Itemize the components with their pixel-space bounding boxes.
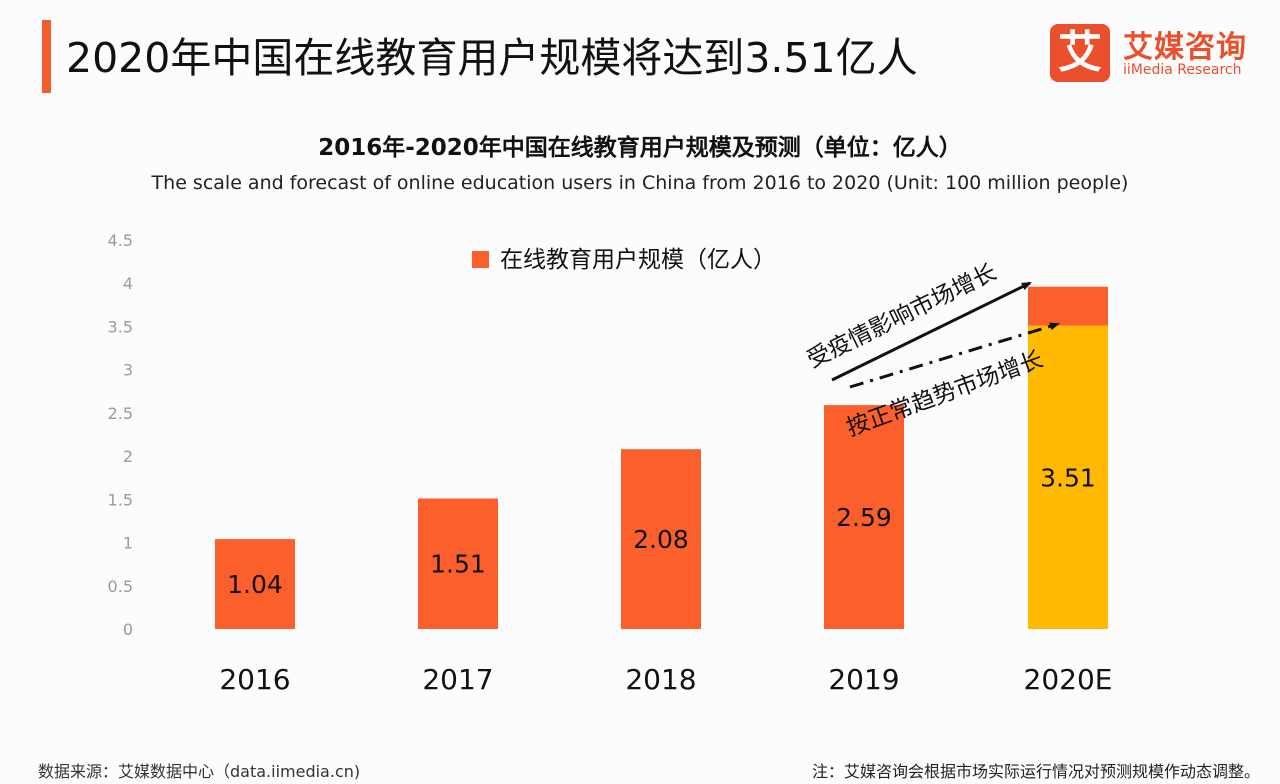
y-tick-label: 1 (123, 534, 133, 553)
y-tick-label: 1.5 (108, 490, 133, 509)
epidemic-label: 受疫情影响市场增长 (803, 259, 1000, 373)
logo-en-text: iiMedia Research (1123, 62, 1242, 78)
data-label-2019: 2.59 (836, 503, 892, 532)
footnote: 注：艾媒咨询会根据市场实际运行情况对预测规模作动态调整。 (811, 762, 1260, 781)
y-tick-label: 3.5 (108, 317, 133, 336)
legend-label: 在线教育用户规模（亿人） (500, 247, 776, 273)
y-tick-label: 4.5 (108, 231, 133, 250)
data-label-2017: 1.51 (430, 550, 486, 579)
x-axis: 2016 2017 2018 2019 2020E (219, 663, 1112, 696)
data-source: 数据来源：艾媒数据中心（data.iimedia.cn) (38, 762, 361, 781)
y-tick-label: 2 (123, 447, 133, 466)
data-labels: 1.04 1.51 2.08 2.59 3.51 (227, 463, 1096, 599)
x-tick-label: 2017 (422, 663, 493, 696)
logo-mark: 艾 (1050, 24, 1110, 82)
x-tick-label: 2019 (828, 663, 899, 696)
bar-2018 (621, 449, 701, 629)
x-tick-label: 2018 (625, 663, 696, 696)
data-label-2016: 1.04 (227, 570, 283, 599)
chart-subtitle: The scale and forecast of online educati… (151, 172, 1129, 194)
epidemic-arrow (831, 281, 1032, 382)
x-tick-label: 2020E (1024, 663, 1113, 696)
legend-swatch (472, 251, 489, 268)
bar-uplift-2020E (1028, 286, 1108, 326)
bar-2016 (215, 539, 295, 629)
bar-2017 (418, 498, 498, 629)
data-label-2020E: 3.51 (1040, 463, 1096, 492)
iimedia-logo: 艾 艾媒咨询 iiMedia Research (1050, 22, 1270, 84)
y-tick-label: 0 (123, 620, 133, 639)
chart-title: 2016年-2020年中国在线教育用户规模及预测（单位：亿人） (318, 135, 962, 161)
x-tick-label: 2016 (219, 663, 290, 696)
y-tick-label: 2.5 (108, 404, 133, 423)
title-accent-bar (42, 20, 51, 93)
data-label-2018: 2.08 (633, 525, 689, 554)
bars (215, 286, 1108, 629)
y-tick-label: 3 (123, 361, 133, 380)
legend: 在线教育用户规模（亿人） (472, 247, 776, 273)
logo-cn-text: 艾媒咨询 (1123, 30, 1247, 65)
bar-2020E (1028, 325, 1108, 629)
page-title: 2020年中国在线教育用户规模将达到3.51亿人 (66, 34, 918, 82)
y-tick-label: 0.5 (108, 577, 133, 596)
normal-trend-arrow (849, 322, 1060, 389)
y-tick-label: 4 (123, 274, 133, 293)
bar-2019 (824, 405, 904, 629)
y-axis: 0 0.5 1 1.5 2 2.5 3 3.5 4 4.5 (108, 231, 133, 639)
